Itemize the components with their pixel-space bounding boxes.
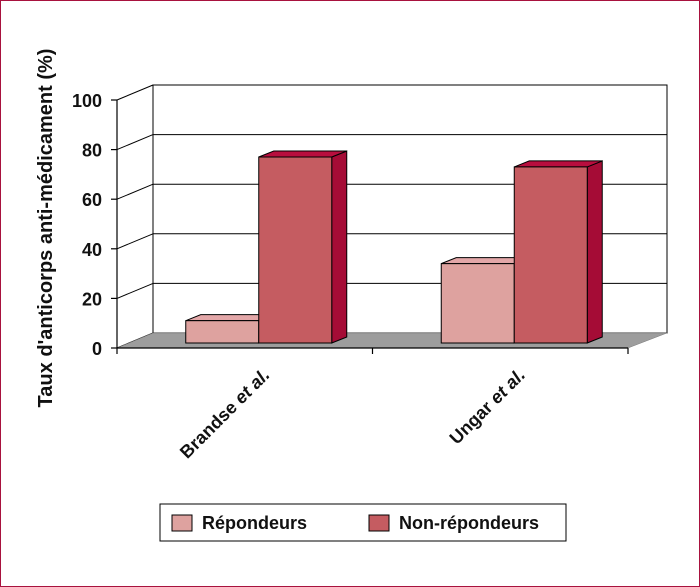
y-tick-label: 0 [92, 339, 102, 359]
y-tick-label: 40 [82, 240, 102, 260]
gridline-side [116, 233, 154, 250]
x-category-label-italic: et al. [486, 365, 529, 408]
bar-side [331, 150, 348, 344]
bar-non-r-pondeurs-1 [258, 150, 348, 344]
bar-front [440, 263, 515, 344]
legend-swatch [368, 514, 390, 532]
bar-side [586, 160, 603, 344]
bar-non-r-pondeurs-2 [513, 160, 603, 344]
x-category-label-main: Brandse [176, 394, 245, 463]
y-axis-title: Taux d'anticorps anti-médicament (%) [35, 49, 57, 408]
x-category-label: Ungar et al. [446, 365, 529, 448]
gridline-side [116, 134, 154, 151]
legend: Répondeurs Non-répondeurs [159, 503, 567, 542]
bar-front [258, 156, 333, 344]
x-category-label-main: Ungar [446, 394, 500, 448]
x-category-label: Brandse et al. [176, 365, 274, 463]
y-tick-label: 20 [82, 289, 102, 309]
bar-top [258, 150, 347, 158]
gridline-side [116, 183, 154, 200]
bar-top [514, 160, 603, 168]
gridline-side [116, 282, 154, 299]
y-tick-label: 100 [72, 91, 102, 111]
gridline-side [116, 84, 154, 101]
bar-front [185, 320, 260, 344]
bars-layer [185, 150, 603, 344]
bar-front [513, 166, 588, 344]
legend-box [159, 503, 567, 542]
legend-label: Non-répondeurs [399, 513, 539, 533]
legend-label: Répondeurs [202, 513, 307, 533]
x-category-label-italic: et al. [230, 365, 273, 408]
y-tick-label: 60 [82, 190, 102, 210]
legend-swatch [171, 514, 193, 532]
y-tick-label: 80 [82, 141, 102, 161]
